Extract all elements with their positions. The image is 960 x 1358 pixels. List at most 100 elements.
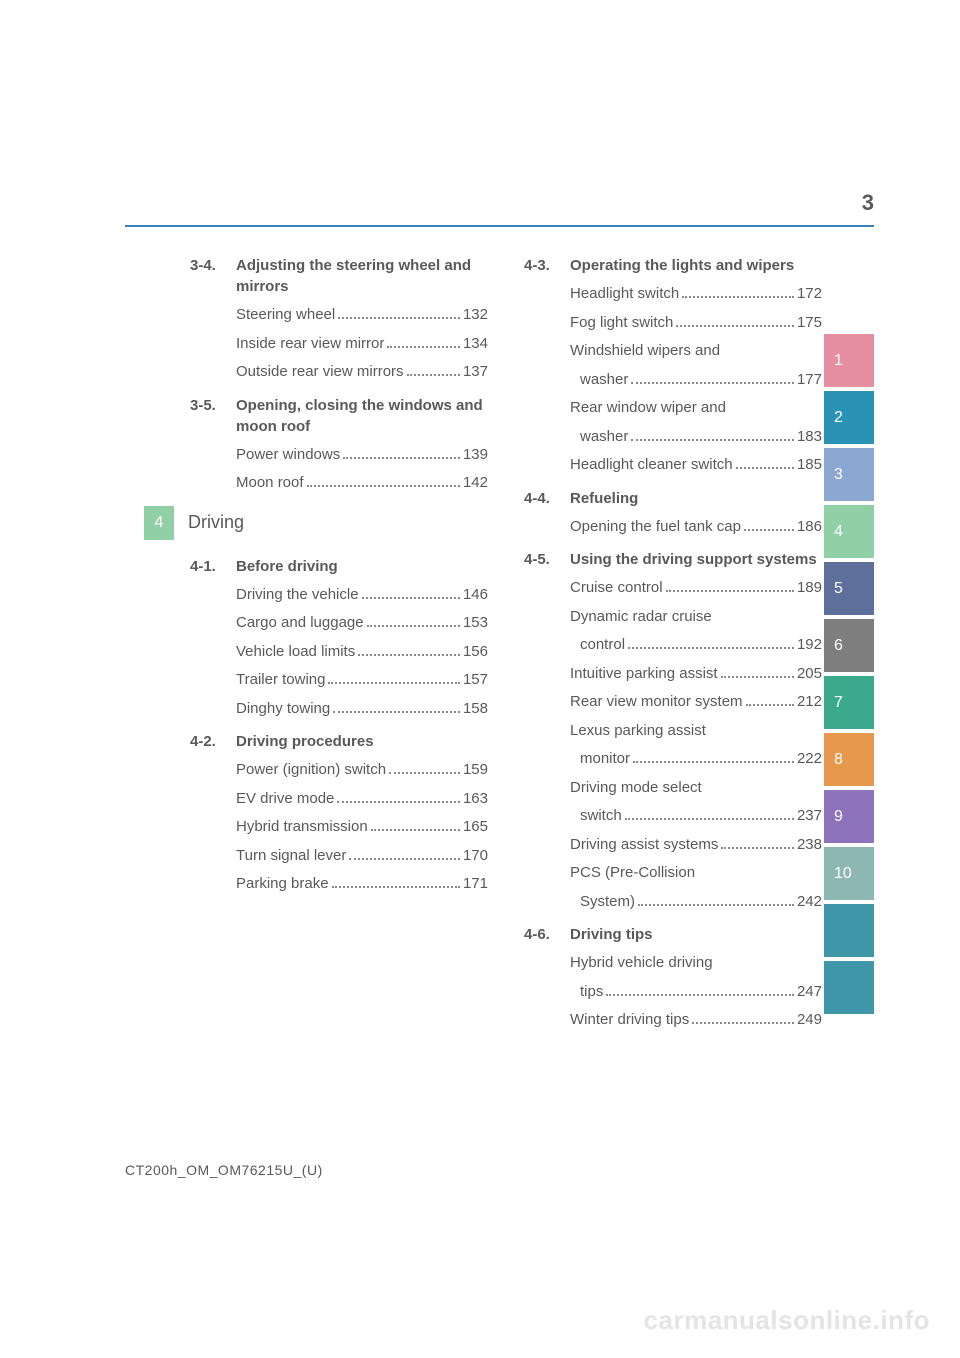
- toc-entry-label: PCS (Pre-Collision: [570, 859, 695, 888]
- toc-entry-label: Driving mode select: [570, 774, 702, 803]
- toc-entry[interactable]: Moon roof142: [236, 469, 488, 498]
- toc-leader-dots: [333, 711, 460, 713]
- side-tab-3[interactable]: 3: [824, 448, 874, 501]
- toc-entry[interactable]: Intuitive parking assist205: [570, 660, 822, 689]
- toc-section-heading: 4-1.Before driving: [190, 556, 488, 577]
- toc-entry[interactable]: EV drive mode163: [236, 785, 488, 814]
- toc-entry-continuation[interactable]: switch237: [570, 802, 822, 831]
- toc-section: 4-6.Driving tipsHybrid vehicle drivingti…: [524, 924, 822, 1035]
- toc-entry[interactable]: PCS (Pre-Collision: [570, 859, 822, 888]
- toc-entry[interactable]: Turn signal lever170: [236, 842, 488, 871]
- side-tab-2[interactable]: 2: [824, 391, 874, 444]
- toc-entry[interactable]: Winter driving tips249: [570, 1006, 822, 1035]
- page-number: 3: [862, 190, 874, 216]
- toc-entry-page: 212: [797, 688, 822, 717]
- toc-entry[interactable]: Dynamic radar cruise: [570, 603, 822, 632]
- toc-entry-page: 242: [797, 888, 822, 917]
- side-tab-blank[interactable]: [824, 904, 874, 957]
- toc-leader-dots: [367, 625, 460, 627]
- toc-entry[interactable]: Cruise control189: [570, 574, 822, 603]
- toc-section: 3-4.Adjusting the steering wheel and mir…: [190, 255, 488, 387]
- toc-entry-label: Driving the vehicle: [236, 581, 359, 610]
- toc-entry[interactable]: Parking brake171: [236, 870, 488, 899]
- chapter-bar: 4Driving: [144, 506, 488, 540]
- toc-entry[interactable]: Headlight switch172: [570, 280, 822, 309]
- toc-entry[interactable]: Hybrid vehicle driving: [570, 949, 822, 978]
- toc-entry-label: Parking brake: [236, 870, 329, 899]
- toc-entry[interactable]: Rear view monitor system212: [570, 688, 822, 717]
- toc-entry-label: Outside rear view mirrors: [236, 358, 404, 387]
- toc-leader-dots: [606, 994, 794, 996]
- toc-leader-dots: [692, 1022, 794, 1024]
- toc-entry-label: Cargo and luggage: [236, 609, 364, 638]
- toc-section-title: Driving tips: [570, 924, 822, 945]
- toc-entry[interactable]: Power (ignition) switch159: [236, 756, 488, 785]
- toc-section-number: 3-5.: [190, 395, 226, 416]
- side-tab-7[interactable]: 7: [824, 676, 874, 729]
- toc-entry-sublabel: System): [580, 888, 635, 917]
- side-tab-10[interactable]: 10: [824, 847, 874, 900]
- toc-entry[interactable]: Vehicle load limits156: [236, 638, 488, 667]
- toc-section-number: 4-3.: [524, 255, 560, 276]
- side-tab-4[interactable]: 4: [824, 505, 874, 558]
- side-tab-1[interactable]: 1: [824, 334, 874, 387]
- toc-entry[interactable]: Headlight cleaner switch185: [570, 451, 822, 480]
- toc-entry-label: Dynamic radar cruise: [570, 603, 712, 632]
- toc-section-title: Operating the lights and wipers: [570, 255, 822, 276]
- toc-entry-label: Driving assist systems: [570, 831, 718, 860]
- toc-entry[interactable]: Steering wheel132: [236, 301, 488, 330]
- side-tab-5[interactable]: 5: [824, 562, 874, 615]
- side-tab-8[interactable]: 8: [824, 733, 874, 786]
- toc-leader-dots: [387, 346, 460, 348]
- toc-entry-continuation[interactable]: tips247: [570, 978, 822, 1007]
- footer-code: CT200h_OM_OM76215U_(U): [125, 1162, 323, 1178]
- toc-section: 4-5.Using the driving support systemsCru…: [524, 549, 822, 916]
- side-tab-9[interactable]: 9: [824, 790, 874, 843]
- toc-entry-page: 156: [463, 638, 488, 667]
- toc-entry-continuation[interactable]: washer183: [570, 423, 822, 452]
- toc-leader-dots: [328, 682, 459, 684]
- toc-section: 3-5.Opening, closing the windows and moo…: [190, 395, 488, 498]
- toc-entry[interactable]: Trailer towing157: [236, 666, 488, 695]
- toc-entry-sublabel: washer: [580, 423, 628, 452]
- toc-entry[interactable]: Windshield wipers and: [570, 337, 822, 366]
- toc-entry[interactable]: Cargo and luggage153: [236, 609, 488, 638]
- toc-entry-continuation[interactable]: System) 242: [570, 888, 822, 917]
- toc-section: 4-3. Operating the lights and wipers Headl…: [524, 255, 822, 480]
- toc-entry-sublabel: switch: [580, 802, 622, 831]
- toc-section-number: 4-2.: [190, 731, 226, 752]
- toc-entry[interactable]: Power windows139: [236, 441, 488, 470]
- toc-section-heading: 3-5.Opening, closing the windows and moo…: [190, 395, 488, 437]
- toc-section-title: Driving procedures: [236, 731, 488, 752]
- toc-leader-dots: [746, 704, 794, 706]
- toc-entry-label: EV drive mode: [236, 785, 334, 814]
- toc-entry-sublabel: tips: [580, 978, 603, 1007]
- toc-entry-continuation[interactable]: monitor222: [570, 745, 822, 774]
- toc-entry[interactable]: Rear window wiper and: [570, 394, 822, 423]
- toc-leader-dots: [362, 597, 460, 599]
- toc-entry-page: 142: [463, 469, 488, 498]
- toc-entry[interactable]: Dinghy towing158: [236, 695, 488, 724]
- toc-entry-label: Power (ignition) switch: [236, 756, 386, 785]
- side-tab-blank[interactable]: [824, 961, 874, 1014]
- toc-entry-continuation[interactable]: washer177: [570, 366, 822, 395]
- toc-entry[interactable]: Outside rear view mirrors137: [236, 358, 488, 387]
- side-tab-6[interactable]: 6: [824, 619, 874, 672]
- toc-items: Steering wheel132Inside rear view mirror…: [236, 301, 488, 387]
- toc-section-number: 3-4.: [190, 255, 226, 276]
- toc-entry[interactable]: Fog light switch175: [570, 309, 822, 338]
- toc-entry[interactable]: Inside rear view mirror134: [236, 330, 488, 359]
- toc-leader-dots: [343, 457, 460, 459]
- toc-entry-page: 238: [797, 831, 822, 860]
- toc-section: 4-2. Driving procedures Power (ignition) s…: [190, 731, 488, 899]
- toc-entry[interactable]: Driving assist systems 238: [570, 831, 822, 860]
- toc-section-heading: 3-4.Adjusting the steering wheel and mir…: [190, 255, 488, 297]
- toc-entry[interactable]: Opening the fuel tank cap186: [570, 513, 822, 542]
- toc-entry[interactable]: Driving the vehicle146: [236, 581, 488, 610]
- toc-entry[interactable]: Lexus parking assist: [570, 717, 822, 746]
- toc-entry-label: Opening the fuel tank cap: [570, 513, 741, 542]
- toc-entry-sublabel: washer: [580, 366, 628, 395]
- toc-entry-continuation[interactable]: control192: [570, 631, 822, 660]
- toc-entry[interactable]: Hybrid transmission165: [236, 813, 488, 842]
- toc-entry[interactable]: Driving mode select: [570, 774, 822, 803]
